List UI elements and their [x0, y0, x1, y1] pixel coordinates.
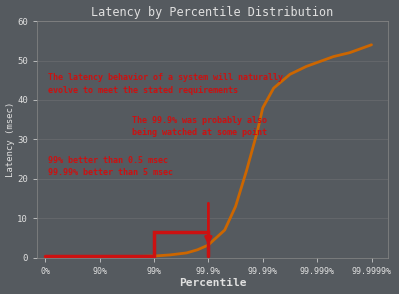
- Title: Latency by Percentile Distribution: Latency by Percentile Distribution: [91, 6, 334, 19]
- Text: The latency behavior of a system will naturally
evolve to meet the stated requir: The latency behavior of a system will na…: [47, 73, 282, 95]
- Text: 99% better than 0.5 msec
99.99% better than 5 msec: 99% better than 0.5 msec 99.99% better t…: [47, 156, 173, 178]
- X-axis label: Percentile: Percentile: [179, 278, 246, 288]
- Y-axis label: Latency (msec): Latency (msec): [6, 102, 14, 177]
- Text: The 99.9% was probably also
being watched at some point: The 99.9% was probably also being watche…: [132, 116, 267, 137]
